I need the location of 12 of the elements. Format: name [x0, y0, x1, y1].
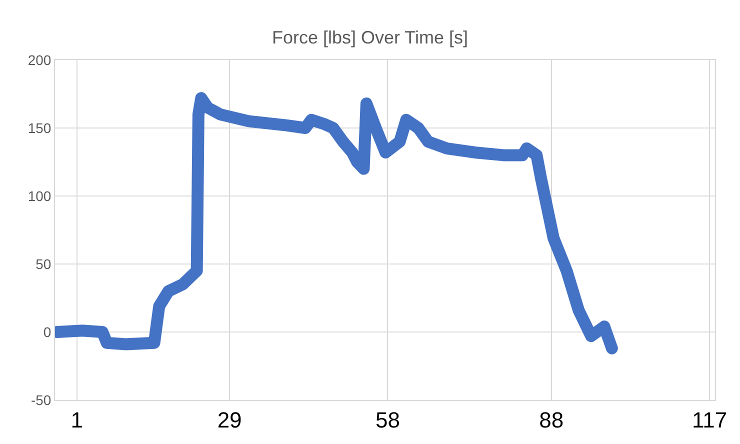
x-tick-label: 88	[539, 407, 564, 432]
y-tick-label: 200	[28, 52, 52, 68]
y-tick-label: 150	[28, 120, 52, 136]
x-tick-label: 117	[692, 407, 728, 432]
y-tick-label: 0	[43, 324, 52, 340]
x-tick-label: 1	[70, 407, 83, 432]
y-tick-label: 50	[36, 256, 52, 272]
x-tick-label: 58	[375, 407, 400, 432]
chart-title: Force [lbs] Over Time [s]	[272, 28, 468, 48]
x-tick-label: 29	[217, 407, 242, 432]
y-tick-label: -50	[30, 392, 52, 408]
y-tick-label: 100	[28, 188, 52, 204]
